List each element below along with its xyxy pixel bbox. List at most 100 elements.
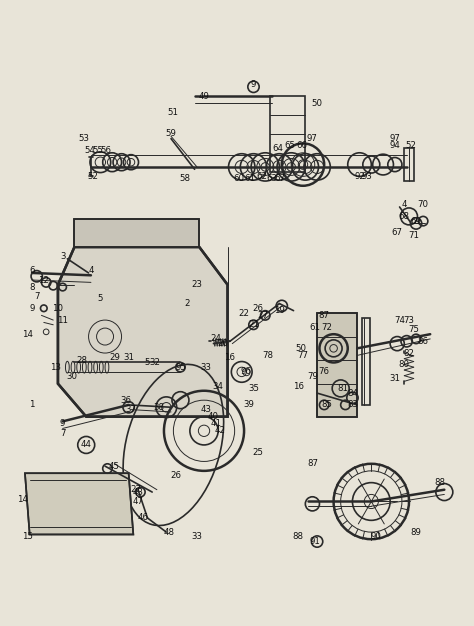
Text: 63: 63 (267, 174, 278, 183)
Text: 84: 84 (347, 389, 358, 398)
Text: 38: 38 (154, 403, 165, 412)
Text: 91: 91 (310, 537, 320, 546)
Bar (317, 313, 357, 417)
Text: 22: 22 (238, 309, 250, 317)
Text: 36: 36 (121, 396, 132, 404)
Text: 43: 43 (201, 405, 212, 414)
Text: 10: 10 (53, 304, 64, 313)
Text: 26: 26 (253, 304, 264, 313)
Text: 48: 48 (163, 528, 174, 536)
Text: 67: 67 (274, 174, 285, 183)
Text: 75: 75 (408, 325, 419, 334)
Text: 95: 95 (175, 362, 186, 372)
Text: 79: 79 (307, 372, 318, 381)
Text: 32: 32 (149, 358, 160, 367)
Text: 43: 43 (133, 488, 144, 496)
Bar (404, 148, 414, 181)
Text: 87: 87 (319, 311, 330, 320)
Text: 61: 61 (244, 174, 255, 183)
Text: 52: 52 (406, 141, 417, 150)
Polygon shape (58, 247, 228, 417)
Text: 60: 60 (234, 174, 245, 183)
Text: 26: 26 (170, 471, 181, 480)
Text: 52: 52 (88, 172, 99, 181)
Text: 11: 11 (57, 316, 68, 324)
Text: 19: 19 (274, 306, 285, 315)
Text: 82: 82 (403, 349, 414, 357)
Text: 40: 40 (208, 412, 219, 421)
Text: 41: 41 (210, 419, 221, 428)
Text: 39: 39 (243, 401, 254, 409)
Bar (74, 218, 199, 247)
Text: 7: 7 (60, 429, 65, 438)
Text: 14: 14 (17, 495, 28, 504)
Text: 25: 25 (253, 448, 264, 456)
Text: 21: 21 (248, 321, 259, 329)
Text: 7: 7 (34, 292, 39, 301)
Text: 58: 58 (180, 174, 191, 183)
Text: 97: 97 (390, 134, 401, 143)
Bar (317, 313, 357, 417)
Text: 50: 50 (295, 344, 306, 353)
Text: 14: 14 (22, 330, 33, 339)
Text: 93: 93 (361, 172, 372, 181)
Bar (270, 96, 305, 172)
Text: 61: 61 (309, 322, 320, 332)
Text: 65: 65 (285, 141, 296, 150)
Bar (74, 218, 199, 247)
Text: 6: 6 (29, 266, 35, 275)
Text: 44: 44 (81, 441, 91, 449)
Text: 1: 1 (29, 401, 35, 409)
Text: 80: 80 (399, 361, 410, 369)
Text: 23: 23 (191, 280, 202, 289)
Text: 33: 33 (201, 362, 212, 372)
Text: 16: 16 (224, 353, 236, 362)
Text: 37: 37 (126, 405, 137, 414)
Text: 70: 70 (418, 200, 428, 209)
Text: 28: 28 (76, 356, 87, 364)
Text: 30: 30 (66, 372, 78, 381)
Text: 64: 64 (273, 143, 283, 153)
Text: 27: 27 (130, 485, 141, 494)
Text: 92: 92 (354, 172, 365, 181)
Text: 76: 76 (319, 367, 330, 376)
Text: 89: 89 (410, 528, 421, 536)
Text: 71: 71 (408, 231, 419, 240)
Text: 87: 87 (307, 459, 318, 468)
Text: 55: 55 (92, 146, 103, 155)
Text: 54: 54 (84, 146, 95, 155)
Text: 34: 34 (213, 381, 224, 391)
Polygon shape (25, 473, 133, 535)
Text: 3: 3 (60, 252, 65, 261)
Text: 53: 53 (78, 134, 90, 143)
Text: 88: 88 (293, 532, 304, 541)
Text: 35: 35 (248, 384, 259, 393)
Text: 5: 5 (98, 294, 103, 304)
Text: 9: 9 (29, 304, 35, 313)
Text: 31: 31 (389, 374, 401, 384)
Text: 86: 86 (418, 337, 428, 346)
Text: 16: 16 (293, 381, 304, 391)
Text: 67: 67 (392, 228, 403, 237)
Text: 66: 66 (297, 141, 308, 150)
Text: 51: 51 (168, 108, 179, 117)
Text: 72: 72 (321, 322, 332, 332)
Text: 90: 90 (371, 532, 382, 541)
Text: 24: 24 (210, 334, 221, 344)
Text: 88: 88 (434, 478, 445, 487)
Text: 81: 81 (337, 384, 348, 393)
Text: 45: 45 (109, 461, 120, 471)
Text: 29: 29 (109, 353, 120, 362)
Text: 9: 9 (60, 419, 65, 428)
Text: 8: 8 (29, 282, 35, 292)
Text: 94: 94 (390, 141, 401, 150)
Text: 2: 2 (185, 299, 190, 308)
Text: 68: 68 (399, 212, 410, 221)
Text: 74: 74 (394, 316, 405, 324)
Text: 46: 46 (137, 513, 148, 523)
Text: 31: 31 (123, 353, 134, 362)
Text: 56: 56 (100, 146, 111, 155)
Text: 42: 42 (215, 426, 226, 435)
Text: 5: 5 (145, 358, 150, 367)
Text: 85: 85 (321, 401, 332, 409)
